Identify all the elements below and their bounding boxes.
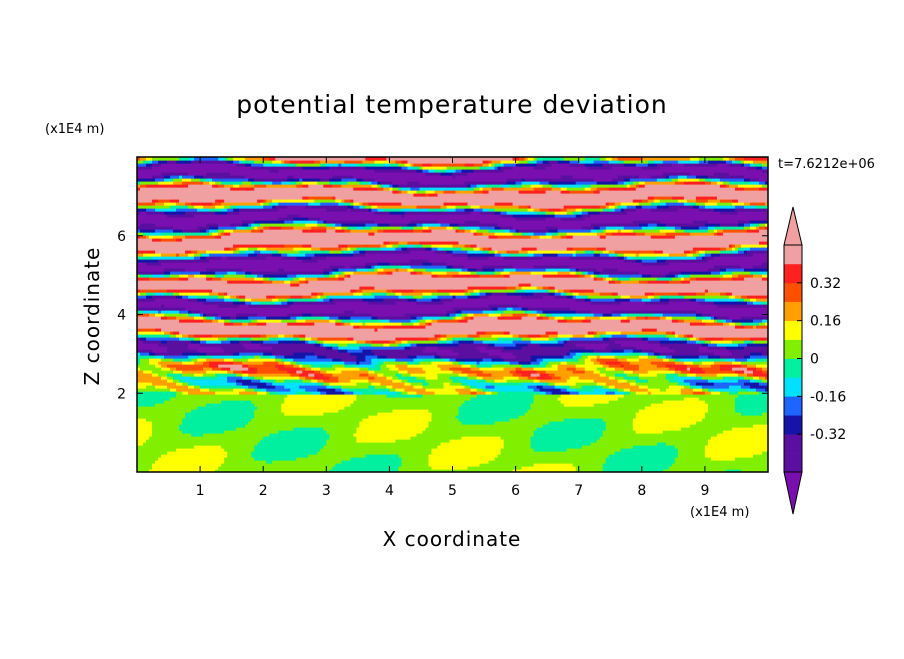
z-axis-units: (x1E4 m) (45, 122, 104, 137)
heatmap-field (137, 157, 769, 473)
chart-title: potential temperature deviation (236, 90, 667, 119)
time-label: t=7.6212e+06 (778, 157, 875, 172)
